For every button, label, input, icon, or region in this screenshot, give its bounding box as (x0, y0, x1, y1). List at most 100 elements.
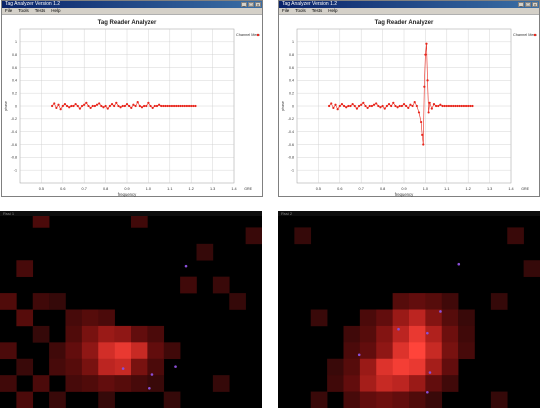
minimize-button[interactable]: _ (518, 2, 524, 7)
menu-file[interactable]: File (282, 8, 290, 13)
heatmap-window-after: Rssi 2 (278, 211, 540, 408)
menu-help[interactable]: Help (328, 8, 338, 13)
heatmap-cell (441, 358, 459, 376)
heatmap-cell (425, 293, 443, 310)
data-point (140, 106, 144, 109)
y-tick-label: -0.4 (11, 130, 17, 134)
data-point (328, 104, 331, 108)
data-point (143, 104, 146, 108)
x-tick-label: 1.3 (487, 187, 492, 191)
data-point (353, 104, 356, 108)
tag-marker (184, 264, 188, 268)
x-tick-label: 1.1 (444, 187, 449, 191)
data-point (187, 104, 191, 108)
menu-tests[interactable]: Tests (34, 8, 46, 13)
data-point (411, 104, 414, 108)
data-point (78, 107, 82, 110)
heatmap-cell (441, 375, 459, 392)
data-point (55, 106, 58, 110)
data-point (168, 104, 171, 108)
close-button[interactable]: × (255, 2, 261, 7)
x-tick-label: 1.0 (146, 187, 151, 191)
data-point (134, 104, 137, 108)
heatmap-cell (327, 358, 344, 376)
heatmap-cell (425, 391, 443, 408)
data-point (424, 53, 427, 56)
window-title-bar[interactable]: Tag Analyzer Version 1.2 _ □ × (2, 1, 262, 8)
y-tick-label: 1 (292, 40, 294, 44)
data-point (61, 104, 64, 108)
x-tick-label: 0.8 (103, 187, 108, 191)
y-tick-label: 0.4 (289, 79, 294, 83)
x-tick-label: 1.0 (423, 187, 428, 191)
data-point (155, 104, 159, 108)
x-tick-label: 0.9 (124, 187, 129, 191)
y-tick-label: -0.6 (11, 143, 17, 147)
minimize-button[interactable]: _ (241, 2, 247, 7)
data-point (51, 104, 54, 108)
data-point (166, 104, 169, 108)
data-point (435, 104, 438, 108)
heatmap-cell (81, 375, 99, 392)
data-point (385, 104, 388, 108)
data-point (87, 104, 90, 108)
y-tick-label: 0.8 (12, 53, 17, 57)
heatmap-cell (49, 358, 66, 376)
heatmap-cell (163, 391, 181, 408)
y-tick-label: -0.8 (288, 156, 294, 160)
heatmap-cell (65, 309, 83, 327)
data-point (377, 104, 380, 108)
heatmap-cell (0, 293, 17, 310)
y-tick-label: -0.6 (288, 143, 294, 147)
data-point (70, 104, 73, 108)
heatmap-cell (392, 391, 410, 408)
data-point (417, 111, 421, 114)
data-point (407, 106, 410, 110)
heatmap-cell (441, 325, 459, 343)
heatmap-cell (114, 342, 132, 360)
x-tick-label: 0.5 (316, 187, 321, 191)
data-point (427, 111, 430, 114)
maximize-button[interactable]: □ (248, 2, 254, 7)
data-point (102, 106, 105, 109)
data-point (375, 102, 378, 105)
heatmap-cell (32, 293, 50, 310)
data-point (456, 104, 459, 108)
heatmap-title-bar[interactable]: Rssi 2 (278, 211, 540, 216)
menu-help[interactable]: Help (51, 8, 61, 13)
maximize-button[interactable]: □ (525, 2, 531, 7)
menu-file[interactable]: File (5, 8, 13, 13)
y-tick-label: 0.2 (289, 91, 294, 95)
heatmap-cell (392, 325, 410, 343)
heatmap-cell (409, 325, 426, 343)
tag-marker (439, 310, 442, 313)
data-point (360, 103, 363, 106)
heatmap-cell (131, 325, 148, 343)
data-point (190, 104, 193, 108)
menu-tools[interactable]: Tools (18, 8, 29, 13)
x-tick-label: 0.9 (401, 187, 406, 191)
heatmap-cell (65, 325, 83, 343)
legend-label: Channel Mem (513, 33, 537, 37)
heatmap-cell (409, 309, 426, 327)
data-point (153, 104, 156, 108)
data-point (423, 85, 426, 88)
data-point (364, 104, 367, 108)
data-point (149, 104, 152, 108)
window-title-bar[interactable]: Tag Analyzer Version 1.2 _ □ × (279, 1, 539, 8)
data-point (351, 102, 354, 106)
data-point (445, 104, 448, 108)
data-point (89, 106, 92, 110)
menu-tests[interactable]: Tests (311, 8, 323, 13)
heatmap-cell (376, 309, 393, 327)
heatmap-cell (310, 309, 328, 327)
close-button[interactable]: × (532, 2, 538, 7)
heatmap-title-bar[interactable]: Rssi 1 (0, 211, 262, 216)
rssi-heatmap-before (0, 211, 262, 408)
data-point (437, 104, 440, 108)
x-tick-label: 1.2 (466, 187, 471, 191)
data-point (121, 104, 124, 108)
data-point (452, 104, 455, 108)
menu-tools[interactable]: Tools (295, 8, 306, 13)
data-point (462, 104, 466, 108)
